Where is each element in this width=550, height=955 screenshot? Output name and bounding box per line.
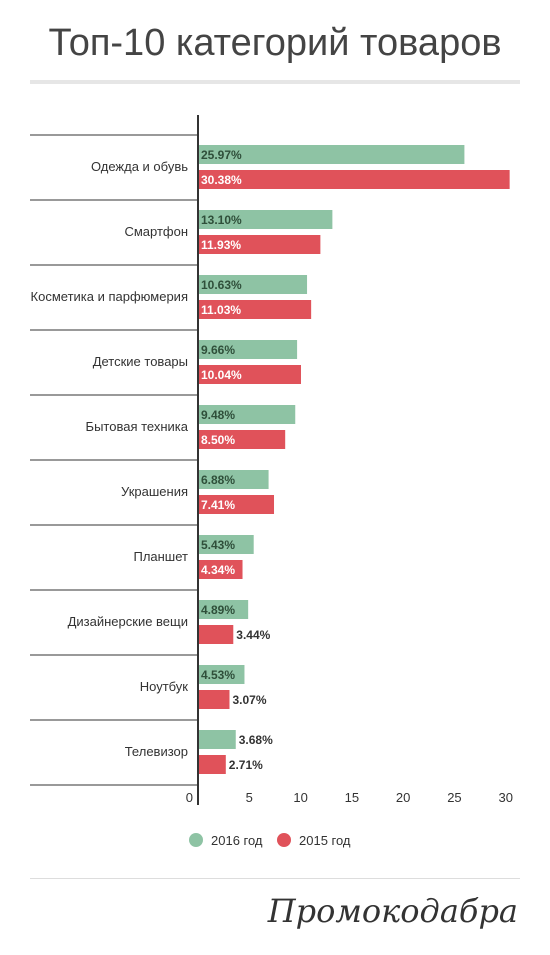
data-label: 11.93%	[201, 238, 241, 252]
x-tick-label: 0	[186, 790, 193, 805]
bar	[199, 275, 308, 294]
bar	[199, 690, 230, 709]
data-label: 10.04%	[201, 368, 242, 382]
data-label: 11.03%	[201, 303, 241, 317]
bar	[199, 495, 275, 514]
legend-marker	[277, 833, 291, 847]
bar	[199, 405, 296, 424]
data-label: 5.43%	[201, 538, 235, 552]
bar-chart: Одежда и обувь 25.97% 30.38% Смартфон 13.10%…	[30, 115, 513, 848]
category-label: Телевизор	[125, 744, 188, 759]
data-label: 30.38%	[201, 173, 242, 187]
chart-title: Топ-10 категорий товаров	[48, 22, 502, 64]
data-label: 3.68%	[239, 733, 273, 747]
category-label: Детские товары	[93, 354, 188, 369]
bar	[199, 210, 333, 229]
title-divider	[30, 80, 520, 84]
x-tick-label: 5	[246, 790, 253, 805]
category-label: Дизайнерские вещи	[68, 614, 188, 629]
bar	[199, 430, 286, 449]
bar	[199, 665, 245, 684]
data-label: 13.10%	[201, 213, 242, 227]
brand-logo: Промокодабра	[267, 892, 518, 930]
x-tick-label: 15	[345, 790, 359, 805]
bar	[199, 755, 226, 774]
bar	[199, 625, 234, 644]
data-label: 4.89%	[201, 603, 235, 617]
x-tick-label: 20	[396, 790, 410, 805]
legend-label: 2016 год	[211, 833, 263, 848]
data-label: 9.66%	[201, 343, 235, 357]
data-label: 4.34%	[201, 563, 235, 577]
bar	[199, 170, 510, 189]
category-label: Косметика и парфюмерия	[31, 289, 188, 304]
bar	[199, 600, 249, 619]
data-label: 2.71%	[229, 758, 263, 772]
data-label: 8.50%	[201, 433, 235, 447]
bar	[199, 145, 465, 164]
bar	[199, 300, 312, 319]
category-label: Ноутбук	[140, 679, 189, 694]
footer-divider	[30, 878, 520, 879]
bar	[199, 560, 243, 579]
x-tick-label: 25	[447, 790, 461, 805]
data-label: 9.48%	[201, 408, 235, 422]
category-label: Планшет	[133, 549, 188, 564]
bar	[199, 340, 298, 359]
data-label: 3.44%	[236, 628, 270, 642]
x-tick-label: 30	[499, 790, 513, 805]
bar	[199, 535, 254, 554]
bar	[199, 470, 269, 489]
category-label: Одежда и обувь	[91, 159, 188, 174]
data-label: 3.07%	[232, 693, 266, 707]
data-label: 6.88%	[201, 473, 235, 487]
category-label: Бытовая техника	[86, 419, 189, 434]
category-label: Смартфон	[124, 224, 188, 239]
data-label: 4.53%	[201, 668, 235, 682]
data-label: 7.41%	[201, 498, 235, 512]
bar	[199, 235, 321, 254]
legend-marker	[189, 833, 203, 847]
bar	[199, 365, 301, 384]
data-label: 10.63%	[201, 278, 242, 292]
bar	[199, 730, 236, 749]
legend-label: 2015 год	[299, 833, 351, 848]
data-label: 25.97%	[201, 148, 242, 162]
x-tick-label: 10	[293, 790, 307, 805]
category-label: Украшения	[121, 484, 188, 499]
